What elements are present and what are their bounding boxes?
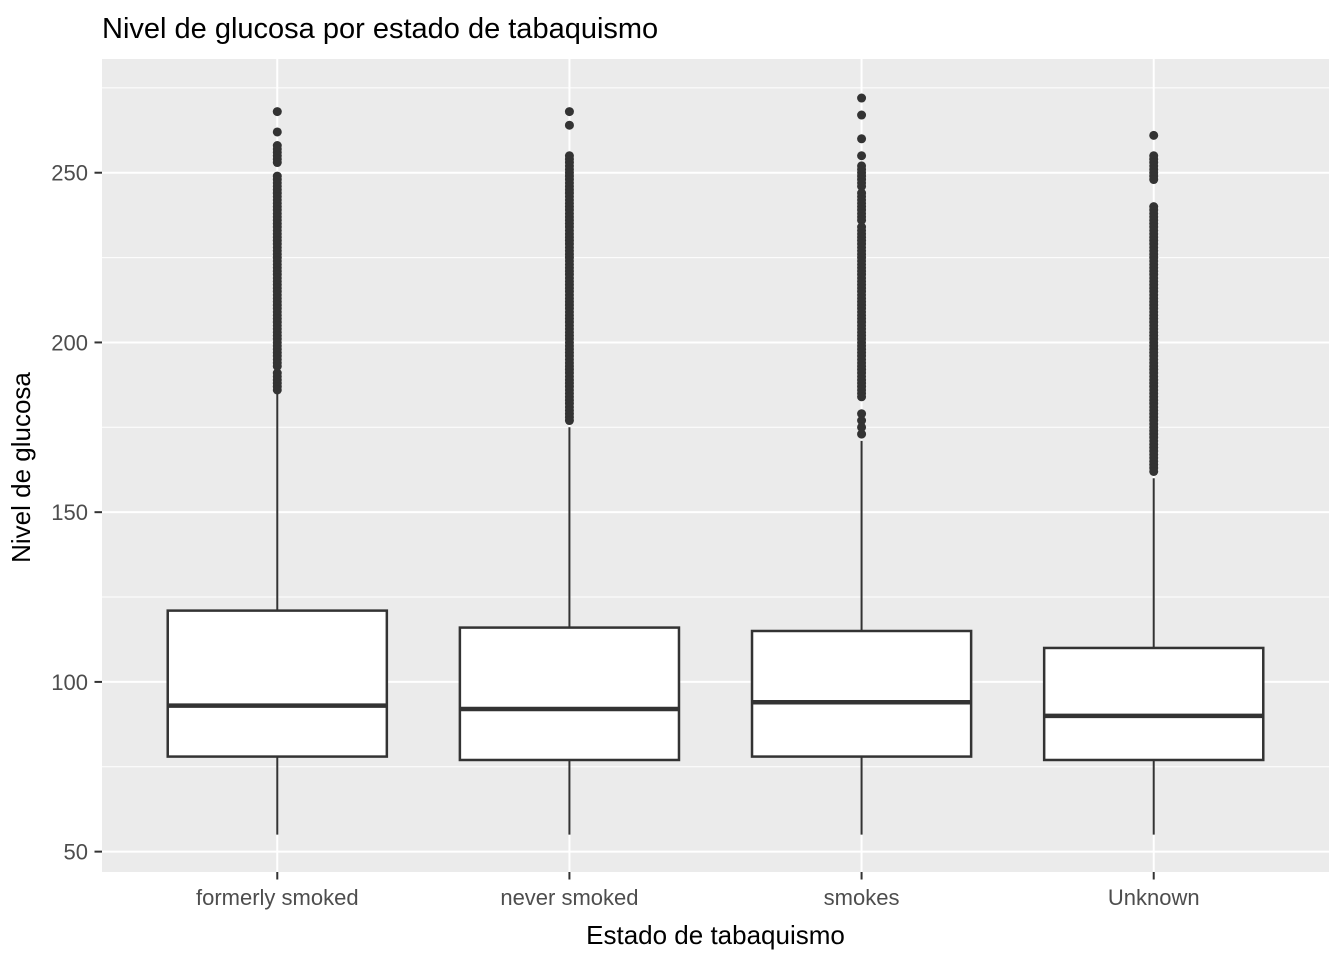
box-formerly-smoked [166,609,389,758]
outlier-point [272,385,282,395]
x-tick-label: smokes [824,885,900,910]
outlier-point [857,93,867,103]
x-tick-label: formerly smoked [196,885,359,910]
outlier-point [564,107,574,117]
outlier-point [1149,466,1159,476]
x-tick-label: Unknown [1108,885,1200,910]
outlier-point [272,158,282,168]
outlier-point [1149,130,1159,140]
outlier-point [857,151,867,161]
outlier-point [857,134,867,144]
y-tick-label: 200 [51,330,88,355]
outlier-point [272,127,282,137]
outlier-point [857,181,867,191]
outlier-point [272,361,282,371]
box-smokes [750,629,973,758]
chart-title: Nivel de glucosa por estado de tabaquism… [102,13,659,45]
outlier-point [857,215,867,225]
y-tick-label: 50 [64,840,88,865]
outlier-point [857,416,867,426]
outlier-point [564,416,574,426]
outlier-point [857,392,867,402]
y-tick-label: 250 [51,161,88,186]
outlier-point [857,429,867,439]
outlier-point [857,110,867,120]
outlier-point [857,409,867,419]
outlier-point [272,107,282,117]
outlier-point [564,120,574,130]
x-tick-label: never smoked [500,885,638,910]
y-tick-label: 150 [51,500,88,525]
y-tick-label: 100 [51,670,88,695]
outlier-point [1149,175,1159,185]
box-unknown [1042,646,1265,762]
x-axis-title: Estado de tabaquismo [586,920,845,950]
box-never-smoked [458,626,681,762]
outlier-point [857,422,867,432]
